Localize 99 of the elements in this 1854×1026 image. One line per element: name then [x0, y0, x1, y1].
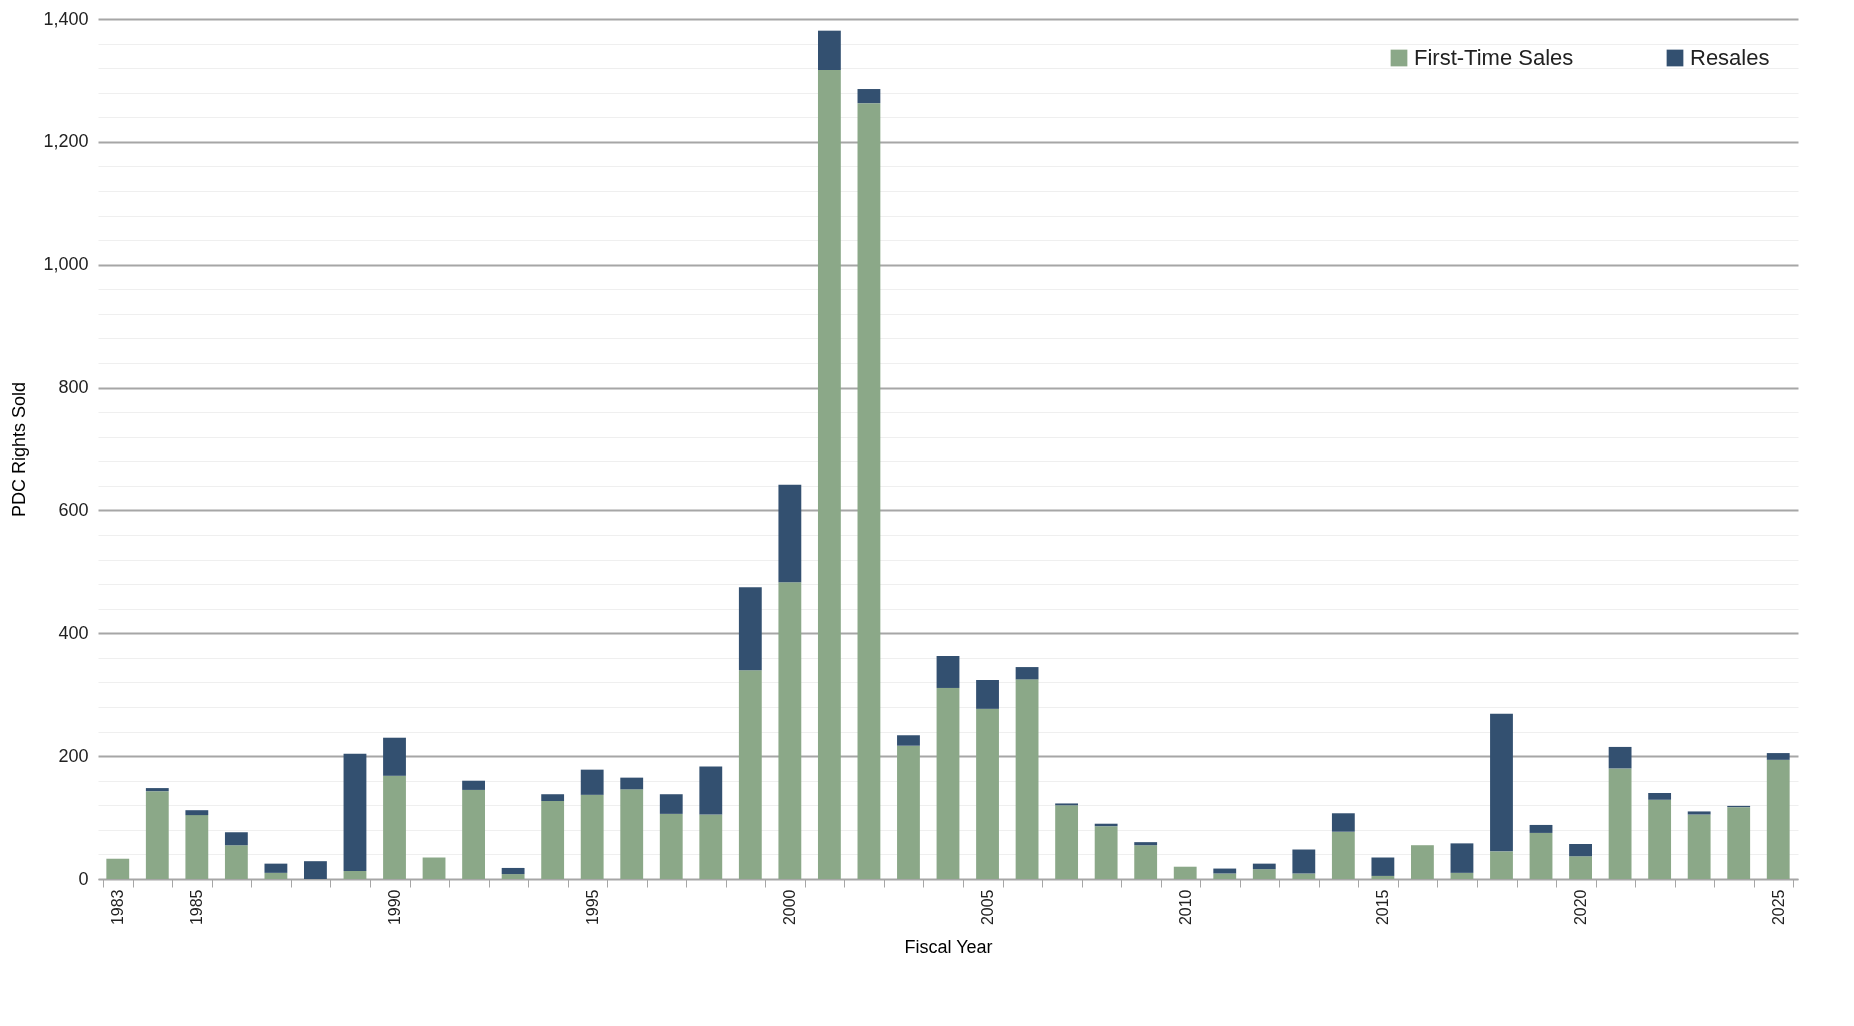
y-tick-label: 1,000	[43, 254, 89, 275]
bar	[224, 832, 248, 846]
bar	[1134, 842, 1158, 846]
bar	[738, 587, 762, 671]
y-tick-label: 400	[58, 622, 89, 643]
bar	[343, 871, 367, 879]
bar	[1292, 873, 1316, 879]
bar	[817, 69, 841, 879]
bar	[976, 679, 999, 709]
bar	[541, 800, 565, 879]
y-tick-label: 800	[58, 377, 89, 398]
legend-label: First-Time Sales	[1414, 45, 1574, 70]
bar	[383, 737, 406, 776]
legend-label: Resales	[1690, 45, 1770, 70]
bar	[1371, 857, 1395, 876]
bar	[1015, 679, 1039, 879]
bar	[1687, 811, 1711, 815]
bar	[1173, 866, 1197, 879]
bar	[699, 814, 723, 879]
bar	[1766, 759, 1790, 879]
bar	[1055, 805, 1079, 879]
bar	[1608, 746, 1632, 769]
bar	[580, 794, 604, 879]
bar	[1371, 875, 1395, 879]
bar	[897, 745, 920, 879]
bar	[778, 582, 802, 879]
y-tick-label: 0	[78, 868, 89, 889]
bar	[817, 30, 841, 70]
bar	[1094, 826, 1118, 879]
bar	[462, 789, 485, 879]
bar	[857, 103, 881, 879]
bar	[264, 872, 288, 879]
y-tick-label: 1,200	[43, 131, 89, 152]
bar	[857, 89, 881, 104]
bar	[1252, 869, 1276, 879]
bar	[501, 874, 525, 879]
bar	[1648, 799, 1672, 879]
bar	[1292, 849, 1316, 874]
bar	[1331, 831, 1355, 879]
y-tick-label: 200	[58, 745, 89, 766]
bar	[1608, 768, 1632, 879]
bar	[1490, 851, 1513, 879]
y-axis-title: PDC Rights Sold	[9, 381, 30, 518]
bar	[383, 775, 406, 879]
x-tick-label: 1983	[109, 889, 127, 926]
y-tick-label: 600	[58, 499, 89, 520]
bar	[185, 810, 209, 816]
bar	[580, 769, 604, 795]
x-tick-label: 2005	[979, 889, 997, 926]
x-axis-title: Fiscal Year	[904, 937, 993, 958]
bar	[699, 766, 723, 815]
bar	[1727, 807, 1751, 879]
x-tick-label: 1985	[188, 889, 206, 926]
x-tick-label: 2025	[1769, 889, 1787, 926]
bar	[778, 484, 802, 583]
bar	[936, 656, 960, 688]
bar	[1529, 824, 1553, 833]
x-tick-label: 2020	[1572, 889, 1590, 926]
bar	[1569, 856, 1592, 879]
bar	[343, 753, 367, 872]
bar	[264, 863, 288, 873]
bar	[224, 845, 248, 879]
bar	[1213, 873, 1237, 879]
bar	[620, 777, 644, 790]
bar	[422, 857, 446, 879]
bar	[1569, 843, 1592, 857]
x-tick-label: 2010	[1176, 889, 1194, 926]
bar	[145, 791, 169, 879]
x-tick-label: 2000	[781, 889, 799, 926]
bar	[1687, 814, 1711, 879]
bar	[936, 687, 960, 879]
bar	[1450, 872, 1474, 879]
bar	[1490, 713, 1513, 852]
bar	[1529, 832, 1553, 879]
bar	[1252, 863, 1276, 870]
bar	[1766, 753, 1790, 760]
bar	[1648, 793, 1672, 800]
bar	[541, 794, 565, 801]
bar	[659, 813, 683, 879]
bar	[462, 780, 485, 790]
bar	[738, 670, 762, 879]
bar	[897, 735, 920, 746]
bar	[659, 794, 683, 814]
bar	[185, 815, 209, 879]
bar	[1411, 845, 1434, 879]
bar	[304, 861, 327, 879]
bar	[1134, 845, 1158, 879]
bar	[501, 867, 525, 875]
bar	[145, 788, 169, 792]
bar	[976, 708, 999, 879]
bar	[620, 789, 644, 879]
bar	[1015, 667, 1039, 680]
x-tick-label: 1990	[386, 889, 404, 926]
bar	[106, 858, 130, 879]
bar	[1450, 843, 1474, 873]
bar	[1331, 813, 1355, 832]
x-tick-label: 1995	[583, 889, 601, 926]
x-tick-label: 2015	[1374, 889, 1392, 926]
y-tick-label: 1,400	[43, 8, 89, 29]
